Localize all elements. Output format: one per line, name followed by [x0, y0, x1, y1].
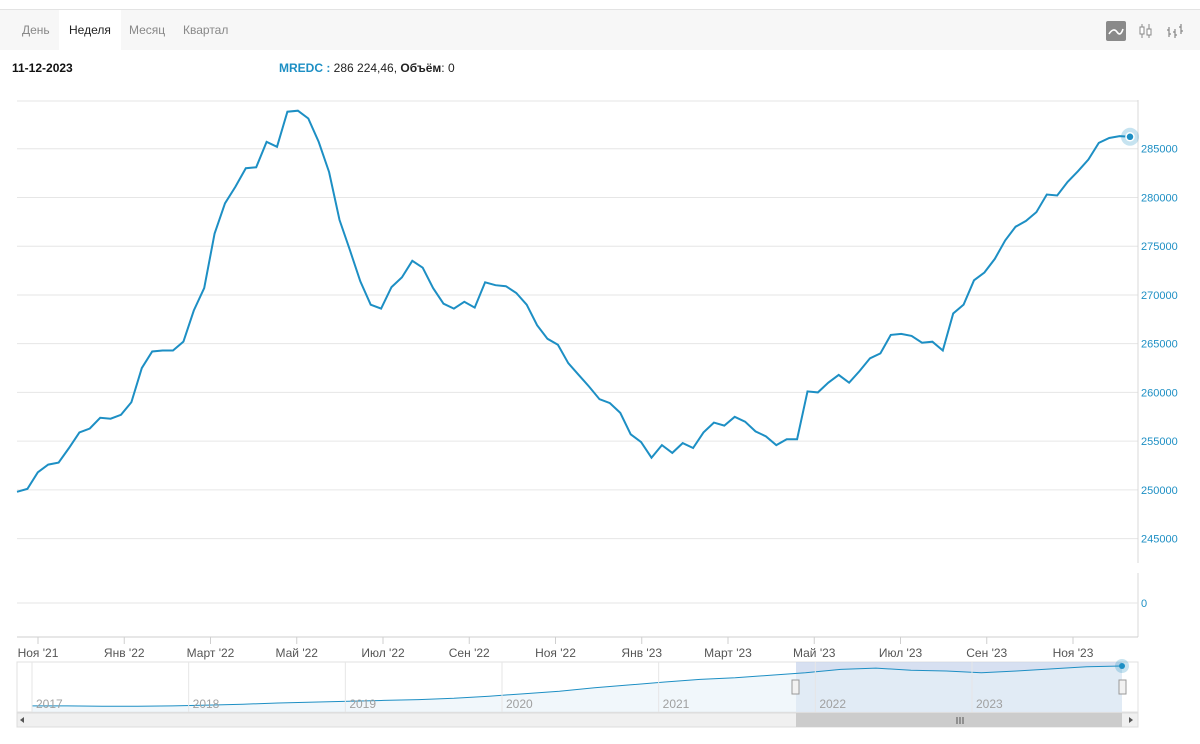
- ohlc-bars-icon[interactable]: [1165, 21, 1185, 41]
- value-readout: MREDC : 286 224,46, Объём: 0: [279, 61, 455, 75]
- navigator-year-label: 2022: [819, 697, 846, 711]
- x-tick-label: Янв '23: [621, 646, 662, 660]
- x-tick-label: Ноя '22: [535, 646, 576, 660]
- x-tick-label: Сен '23: [966, 646, 1007, 660]
- y-axis: 245000 250000 255000 260000 265000 270000 2750…: [1141, 144, 1178, 546]
- x-tick-label: Май '22: [276, 646, 319, 660]
- y-tick-label: 250000: [1141, 485, 1178, 497]
- scrollbar-thumb[interactable]: [796, 713, 1122, 727]
- y-tick-label: 275000: [1141, 241, 1178, 253]
- series-layer: [16, 109, 1139, 493]
- x-tick-label: Янв '22: [104, 646, 145, 660]
- series-line-mredc: [16, 109, 1131, 493]
- grid-layer: [17, 100, 1138, 540]
- x-tick-label: Ноя '23: [1053, 646, 1094, 660]
- y-tick-label: 280000: [1141, 192, 1178, 204]
- navigator-area: [32, 666, 1122, 712]
- navigator-layer: 2017 2018 2019 2020 2021 2022 2023: [31, 659, 1129, 712]
- y-tick-label: 270000: [1141, 290, 1178, 302]
- volume-value: : 0: [441, 61, 455, 75]
- x-tick-label: Март '22: [187, 646, 235, 660]
- navigator-year-label: 2021: [663, 697, 690, 711]
- navigator-year-label: 2018: [193, 697, 220, 711]
- x-tick-label: Июл '22: [361, 646, 405, 660]
- volume-axis-tick: 0: [1141, 598, 1147, 610]
- x-tick-label: Сен '22: [449, 646, 490, 660]
- y-tick-label: 260000: [1141, 387, 1178, 399]
- ticker-label: MREDC :: [279, 61, 331, 75]
- navigator-series-line: [32, 665, 1123, 707]
- ticker-value: 286 224,46,: [330, 61, 401, 75]
- y-tick-label: 265000: [1141, 339, 1178, 351]
- navigator-year-label: 2019: [349, 697, 376, 711]
- navigator-year-label: 2020: [506, 697, 533, 711]
- tab-day[interactable]: День: [22, 23, 50, 37]
- scroll-left-arrow-icon[interactable]: [20, 717, 24, 723]
- tab-week[interactable]: Неделя: [59, 10, 121, 50]
- navigator-year-label: 2023: [976, 697, 1003, 711]
- volume-label: Объём: [400, 61, 442, 75]
- navigator-right-handle[interactable]: [1118, 679, 1127, 695]
- x-axis: Ноя '21 Янв '22 Март '22 Май '22 Июл '22 Сен …: [18, 637, 1094, 660]
- hover-marker-point[interactable]: [1125, 132, 1135, 142]
- navigator-left-handle[interactable]: [791, 679, 800, 695]
- period-tabs-bar: День Неделя Месяц Квартал: [0, 9, 1200, 50]
- tab-quarter[interactable]: Квартал: [183, 23, 229, 37]
- x-tick-label: Май '23: [793, 646, 836, 660]
- scroll-right-arrow-icon[interactable]: [1129, 717, 1133, 723]
- y-tick-label: 245000: [1141, 534, 1178, 546]
- x-tick-label: Ноя '21: [18, 646, 59, 660]
- y-tick-label: 285000: [1141, 144, 1178, 156]
- selected-date: 11-12-2023: [12, 61, 73, 75]
- scrollbar-grip-icon: [956, 717, 964, 724]
- x-tick-label: Март '23: [704, 646, 752, 660]
- x-tick-label: Июл '23: [879, 646, 923, 660]
- tab-month[interactable]: Месяц: [129, 23, 166, 37]
- y-tick-label: 255000: [1141, 436, 1178, 448]
- line-chart-icon[interactable]: [1106, 21, 1126, 41]
- navigator-year-label: 2017: [36, 697, 63, 711]
- candlestick-icon[interactable]: [1136, 21, 1156, 41]
- navigator-end-point: [1119, 663, 1125, 669]
